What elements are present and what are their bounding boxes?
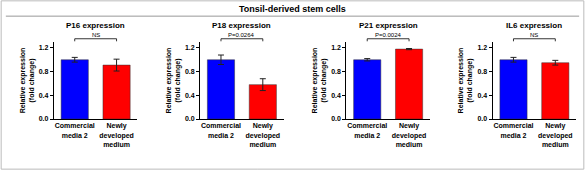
svg-text:Relative expression(fold chang: Relative expression(fold change) [165, 48, 182, 114]
svg-text:Newlydevelopedmedium: Newlydevelopedmedium [99, 122, 134, 147]
svg-text:0.4: 0.4 [39, 92, 49, 99]
svg-text:Newlydevelopedmedium: Newlydevelopedmedium [538, 122, 573, 147]
svg-text:Commercialmedia 2: Commercialmedia 2 [201, 122, 241, 138]
svg-text:P21 expression: P21 expression [359, 21, 418, 30]
svg-text:1.2: 1.2 [185, 44, 195, 51]
svg-text:NS: NS [530, 32, 538, 38]
svg-text:1.2: 1.2 [39, 44, 49, 51]
svg-text:Newlydevelopedmedium: Newlydevelopedmedium [392, 122, 427, 147]
svg-text:P16 expression: P16 expression [66, 21, 125, 30]
svg-text:Relative expression(fold chang: Relative expression(fold change) [457, 48, 474, 114]
svg-text:Commercialmedia 2: Commercialmedia 2 [493, 122, 533, 138]
svg-text:0.4: 0.4 [185, 92, 195, 99]
svg-text:0.8: 0.8 [185, 68, 195, 75]
svg-text:0.8: 0.8 [477, 68, 487, 75]
svg-text:Relative expression(fold chang: Relative expression(fold change) [311, 48, 328, 114]
svg-text:NS: NS [92, 32, 100, 38]
svg-text:Commercialmedia 2: Commercialmedia 2 [55, 122, 95, 138]
svg-text:0.8: 0.8 [331, 68, 341, 75]
svg-text:0.8: 0.8 [39, 68, 49, 75]
svg-text:IL6 expression: IL6 expression [506, 21, 562, 30]
svg-text:0.0: 0.0 [185, 115, 195, 122]
svg-text:P18 expression: P18 expression [212, 21, 271, 30]
svg-text:1.2: 1.2 [477, 44, 487, 51]
svg-text:Tonsil-derived stem cells: Tonsil-derived stem cells [239, 4, 346, 14]
svg-text:0.0: 0.0 [477, 115, 487, 122]
svg-text:1.2: 1.2 [331, 44, 341, 51]
svg-text:P=0.0264: P=0.0264 [228, 32, 255, 38]
svg-text:0.0: 0.0 [39, 115, 49, 122]
svg-text:0.0: 0.0 [331, 115, 341, 122]
svg-text:Relative expression(fold chang: Relative expression(fold change) [19, 48, 36, 114]
svg-text:Newlydevelopedmedium: Newlydevelopedmedium [245, 122, 280, 147]
svg-text:P=0.0024: P=0.0024 [375, 32, 402, 38]
svg-text:0.4: 0.4 [331, 92, 341, 99]
svg-text:Commercialmedia 2: Commercialmedia 2 [347, 122, 387, 138]
svg-text:0.4: 0.4 [477, 92, 487, 99]
